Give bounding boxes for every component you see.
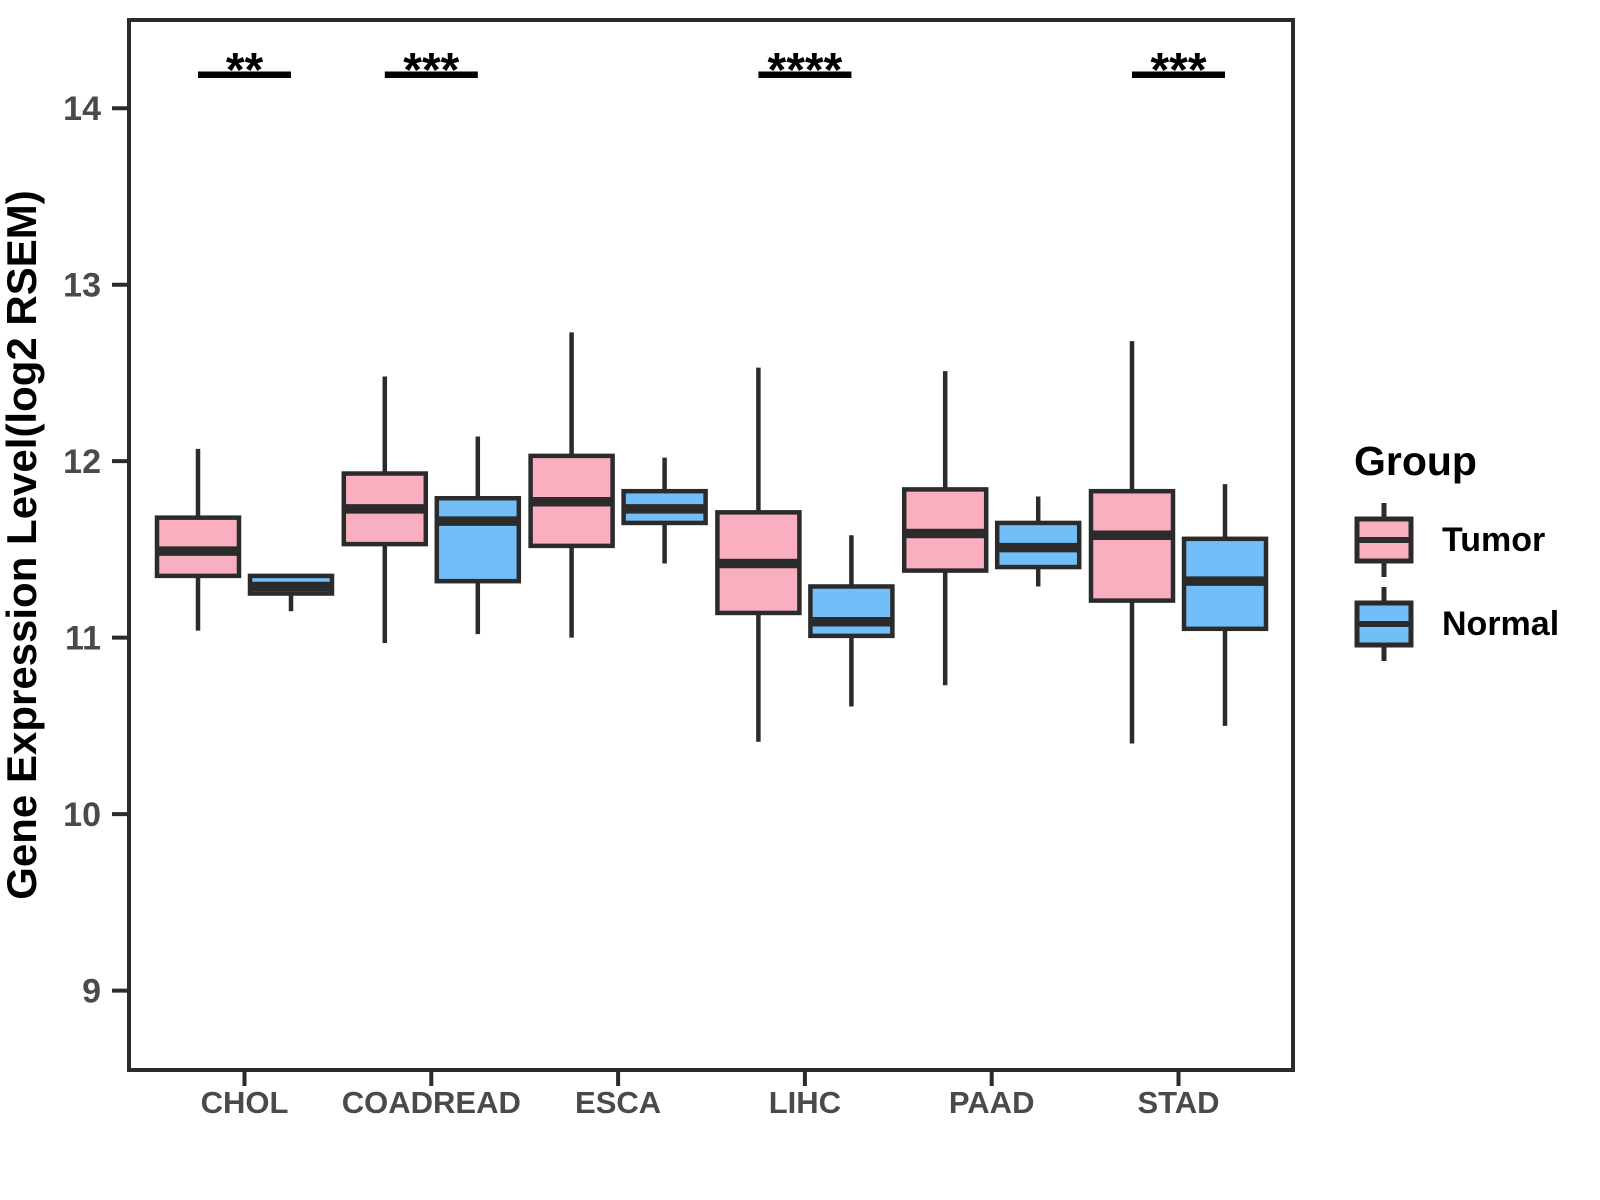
y-tick-label: 12 [63, 443, 101, 481]
y-tick-label: 10 [63, 796, 101, 834]
significance-stars-stad: *** [1150, 44, 1206, 97]
legend-label-normal: Normal [1442, 604, 1560, 643]
y-axis-title: Gene Expression Level(log2 RSEM) [0, 190, 45, 900]
normal-boxplot-key-icon [1354, 587, 1414, 661]
significance-bar-lihc [758, 71, 852, 78]
x-tick-label: ESCA [575, 1085, 661, 1120]
box-stad-tumor [1088, 488, 1176, 603]
legend-item-normal: Normal [1352, 585, 1592, 663]
x-tick-label: STAD [1137, 1085, 1219, 1120]
box-lihc-normal [808, 584, 895, 639]
legend: Group Tumor Normal [1352, 438, 1592, 669]
legend-item-tumor: Tumor [1352, 501, 1592, 579]
y-tick-label: 13 [63, 267, 101, 305]
legend-title: Group [1354, 438, 1477, 484]
significance-bar-coadread [384, 71, 478, 78]
significance-stars-coadread: *** [403, 44, 459, 97]
significance-stars-chol: ** [226, 44, 264, 97]
panel-border [127, 18, 1295, 1072]
plot-layer: 9 10 11 12 13 14 CHOL COADREAD ESCA LIHC PAAD STAD *… [63, 18, 1295, 1120]
significance-bar-stad [1132, 71, 1225, 78]
legend-label-tumor: Tumor [1442, 520, 1546, 559]
x-tick-label: CHOL [201, 1085, 289, 1120]
y-tick-label: 11 [65, 620, 101, 658]
significance-bar-chol [198, 71, 291, 78]
x-tick-label: LIHC [769, 1085, 841, 1120]
significance-stars-lihc: **** [768, 44, 843, 97]
box-coadread-normal [434, 495, 522, 584]
x-tick-label: PAAD [949, 1085, 1035, 1120]
y-tick-label: 14 [63, 90, 101, 128]
y-tick-label: 9 [82, 973, 101, 1011]
tumor-boxplot-key-icon [1354, 503, 1414, 577]
x-tick-label: COADREAD [342, 1085, 521, 1120]
